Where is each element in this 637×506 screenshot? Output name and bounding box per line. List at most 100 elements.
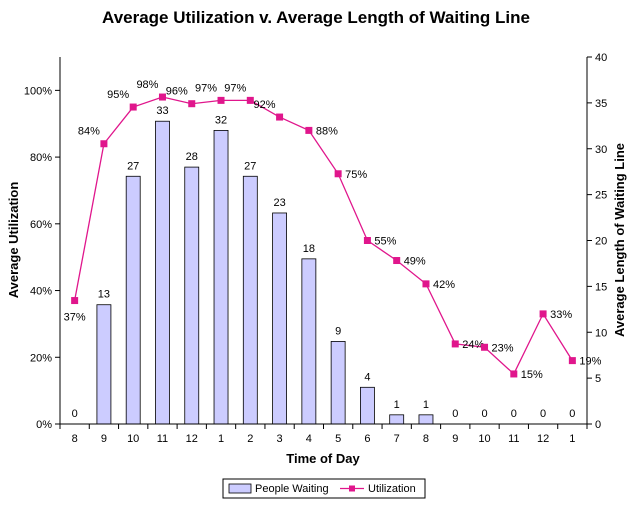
legend: People Waiting Utilization [222,478,426,499]
y-right-tick-label: 25 [595,190,607,202]
utilization-point [158,93,166,101]
utilization-point [276,113,284,121]
x-tick-label: 12 [186,433,198,445]
bar-data-label: 18 [303,243,315,255]
y-left-tick-label: 60% [30,219,52,231]
bar-people-waiting [272,212,287,425]
bar-data-label: 23 [273,197,285,209]
utilization-data-label: 24% [462,339,484,351]
y-right-tick-label: 5 [595,373,601,385]
bar-data-label: 0 [481,408,487,420]
legend-label-people-waiting: People Waiting [255,483,329,495]
bar-data-label: 27 [127,160,139,172]
x-tick-label: 3 [277,433,283,445]
y-right-tick-label: 0 [595,419,601,431]
y-right-tick-label: 30 [595,144,607,156]
bar-people-waiting [418,414,434,425]
utilization-data-label: 96% [166,86,188,98]
bar-people-waiting [389,414,405,425]
utilization-data-label: 75% [345,169,367,181]
bar-people-waiting [96,304,112,425]
x-tick-label: 11 [508,433,519,445]
bar-people-waiting [184,166,200,425]
y-right-tick-label: 20 [595,236,607,248]
x-tick-label: 9 [101,433,107,445]
utilization-data-label: 42% [433,279,455,291]
y-left-tick-label: 80% [30,152,52,164]
utilization-data-label: 19% [579,356,601,368]
utilization-data-label: 49% [404,256,426,268]
bar-data-label: 33 [156,105,168,117]
legend-box [222,478,426,499]
bar-data-label: 4 [364,371,370,383]
utilization-data-label: 37% [64,312,86,324]
utilization-data-label: 55% [374,236,396,248]
legend-marker-swatch [349,485,355,492]
utilization-data-label: 23% [492,342,514,354]
y-right-tick-label: 35 [595,98,607,110]
utilization-point [129,103,137,111]
bar-data-label: 0 [452,408,458,420]
bar-data-label: 9 [335,325,341,337]
utilization-point [510,370,518,378]
utilization-line [73,96,573,376]
x-tick-label: 1 [569,433,575,445]
utilization-point [100,140,108,148]
utilization-point [481,343,489,351]
chart-title: Average Utilization v. Average Length of… [102,8,530,27]
x-tick-label: 5 [335,433,341,445]
bar-data-label: 28 [186,151,198,163]
x-tick-label: 6 [364,433,370,445]
utilization-point [305,126,313,134]
bar-data-label: 0 [511,408,517,420]
utilization-point [568,357,576,365]
x-tick-label: 11 [157,433,168,445]
legend-label-utilization: Utilization [368,483,416,495]
bar-data-label: 1 [394,399,400,411]
y-left-tick-label: 0% [36,419,52,431]
utilization-point [393,257,401,265]
y-right-tick-label: 15 [595,281,607,293]
bar-people-waiting [213,129,229,425]
y-axis-left-title: Average Utilization [6,182,21,299]
x-tick-label: 2 [247,433,253,445]
utilization-data-label: 95% [107,89,129,101]
x-axis-title: Time of Day [286,451,360,466]
y-axis-right-title: Average Length of Waiting Line [612,143,627,337]
y-left-tick-label: 40% [30,286,52,298]
utilization-point [217,96,225,104]
bar-data-label: 1 [423,399,429,411]
bar-data-label: 27 [244,160,256,172]
bar-people-waiting [301,258,317,425]
y-right-tick-label: 40 [595,52,607,64]
x-tick-label: 7 [394,433,400,445]
x-tick-label: 10 [478,433,490,445]
legend-bar-swatch [228,483,252,494]
bar-data-label: 0 [540,408,546,420]
utilization-point [451,340,459,348]
utilization-point [334,170,342,178]
bar-people-waiting [242,175,258,425]
bar-people-waiting [360,386,375,425]
utilization-point [363,237,371,244]
x-tick-label: 4 [306,433,312,445]
utilization-data-label: 88% [316,125,338,137]
bar-data-label: 32 [215,114,227,126]
bar-data-label: 0 [569,408,575,420]
x-tick-label: 12 [537,433,549,445]
y-left-tick-label: 100% [24,85,52,97]
utilization-point [71,297,79,305]
x-tick-label: 8 [423,433,429,445]
y-right-tick-label: 10 [595,327,607,339]
utilization-data-label: 92% [254,99,276,111]
utilization-data-label: 97% [224,82,246,94]
utilization-point [246,96,254,104]
utilization-data-label: 84% [78,126,100,138]
utilization-data-label: 98% [136,79,158,91]
utilization-point [422,280,430,288]
utilization-data-label: 33% [550,309,572,321]
bar-data-label: 13 [98,289,110,301]
y-left-tick-label: 20% [30,352,52,364]
